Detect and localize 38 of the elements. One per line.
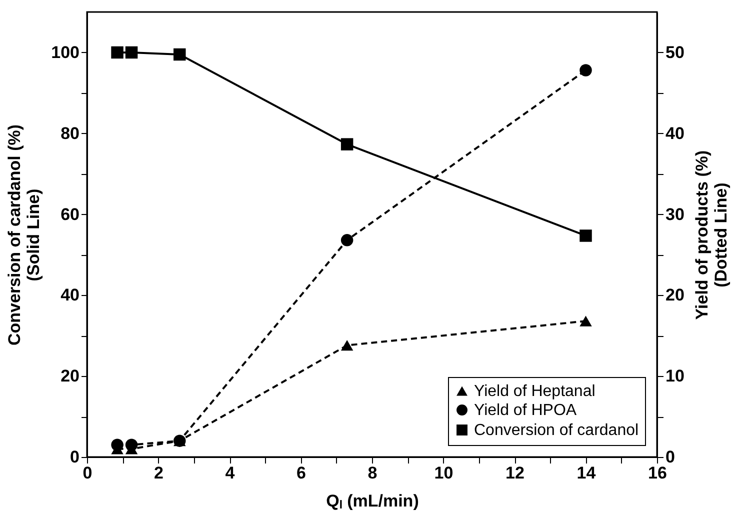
y-tick-label: 0 (70, 448, 80, 466)
point (174, 48, 186, 61)
legend-label: Conversion of cardanol (474, 422, 639, 439)
legend-label: Yield of Heptanal (474, 383, 596, 400)
x-tick-label: 16 (648, 464, 667, 482)
point (111, 46, 124, 59)
x-tick-label: 4 (225, 464, 236, 482)
x-tick-label: 14 (576, 464, 596, 482)
x-tick-label: 12 (506, 464, 524, 482)
y-tick-label: 80 (60, 124, 80, 143)
x-tick-label: 10 (434, 464, 454, 482)
point (580, 64, 592, 76)
point (340, 138, 354, 150)
y-tick-label: 20 (60, 366, 80, 386)
y2-tick-label: 20 (666, 286, 684, 305)
x-axis-title: Qₗ (mL/min) (326, 492, 419, 510)
y2-axis-title: Yield of products (%) (Dotted Line) (692, 150, 730, 320)
y-tick-label: 60 (60, 204, 80, 224)
point (125, 438, 138, 451)
y2-tick-label: 40 (666, 124, 684, 143)
point (340, 234, 354, 246)
y2-tick-label: 10 (666, 366, 684, 386)
point (111, 438, 124, 451)
y-tick-label: 40 (60, 286, 80, 305)
point (340, 340, 354, 351)
y-axis-title: Conversion of cardanol (%) (Solid Line) (5, 124, 44, 346)
y-tick-label: 100 (51, 42, 80, 62)
x-tick-label: 8 (368, 464, 378, 482)
x-tick-label: 2 (154, 464, 164, 482)
y2-tick-label: 30 (666, 204, 684, 224)
y2-tick-label: 50 (666, 42, 684, 62)
point (125, 46, 138, 59)
y2-tick-label: 0 (666, 448, 675, 466)
point (580, 230, 592, 242)
point (580, 316, 592, 326)
x-tick-label: 6 (296, 464, 306, 482)
legend-label: Yield of HPOA (474, 402, 577, 419)
x-tick-label: 0 (82, 464, 92, 482)
